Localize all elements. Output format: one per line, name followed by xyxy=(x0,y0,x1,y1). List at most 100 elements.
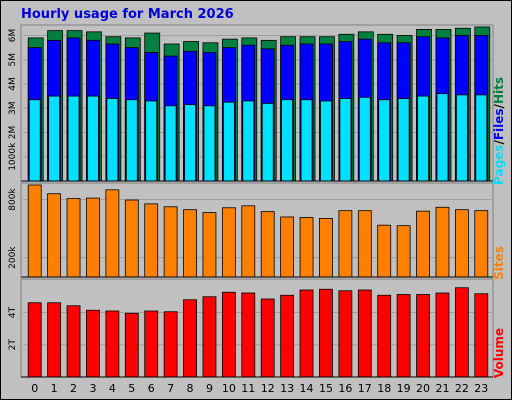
bar-volume xyxy=(183,299,197,378)
bar-sites xyxy=(86,197,100,278)
files-legend: Files xyxy=(492,108,506,140)
bar-pages xyxy=(417,95,429,182)
side-label: Volume xyxy=(492,328,506,378)
bar-sites xyxy=(202,212,217,278)
bar-pages xyxy=(281,99,294,182)
y-tick-label: 5M xyxy=(8,53,18,67)
y-tick-label: 4T xyxy=(8,306,18,318)
volume-legend: Volume xyxy=(492,328,506,378)
bar-sites xyxy=(435,206,450,278)
bar-pages xyxy=(203,105,216,182)
bar-pages xyxy=(28,99,41,182)
bar-volume xyxy=(416,294,430,378)
bar-sites xyxy=(454,209,469,278)
x-tick-label: 3 xyxy=(89,382,96,395)
bar-pages xyxy=(242,100,255,182)
x-tick-label: 5 xyxy=(128,382,135,395)
x-tick-label: 20 xyxy=(416,382,430,395)
y-tick-label: 1000k xyxy=(8,142,18,171)
bar-pages xyxy=(145,100,158,182)
legend-separator: / xyxy=(492,140,506,145)
panel-volume: 2T 4T xyxy=(8,278,494,378)
x-tick-label: 0 xyxy=(31,382,38,395)
bar-volume xyxy=(124,312,139,378)
bar-sites xyxy=(27,184,42,278)
y-tick-label: 3M xyxy=(8,101,18,115)
bar-volume xyxy=(221,291,236,378)
bar-pages xyxy=(184,104,196,182)
bar-volume xyxy=(86,309,100,378)
bar-volume xyxy=(105,310,120,378)
x-tick-label: 16 xyxy=(338,382,352,395)
bar-pages xyxy=(67,95,80,182)
chart-title: Hourly usage for March 2026 xyxy=(21,7,234,22)
x-tick-label: 1 xyxy=(51,382,58,395)
x-tick-label: 11 xyxy=(241,382,255,395)
y-tick-label: 4M xyxy=(8,77,18,91)
bar-volume xyxy=(299,289,314,378)
bar-volume xyxy=(377,294,392,378)
pages-legend: Pages xyxy=(492,145,506,185)
y-tick-label: 2T xyxy=(8,339,18,351)
bar-sites xyxy=(260,211,275,278)
bar-sites xyxy=(396,225,411,278)
bar-volume xyxy=(396,294,411,378)
bar-pages xyxy=(378,99,391,182)
bar-volume xyxy=(319,288,333,378)
bar-pages xyxy=(436,93,449,182)
bar-volume xyxy=(474,293,489,378)
bar-sites xyxy=(221,207,236,278)
bar-volume xyxy=(241,292,256,378)
bar-pages xyxy=(475,94,488,182)
x-tick-label: 17 xyxy=(358,382,372,395)
x-tick-label: 22 xyxy=(455,382,469,395)
bar-sites xyxy=(377,224,392,278)
panel-hits-files-pages: 1000k 2M 3M 4M 5M 6M xyxy=(8,24,494,182)
bar-sites xyxy=(47,193,62,278)
bar-sites xyxy=(163,206,178,278)
bar-volume xyxy=(163,311,178,378)
bar-sites xyxy=(338,210,353,278)
bar-pages xyxy=(106,98,119,182)
bar-sites xyxy=(474,210,489,278)
x-tick-label: 19 xyxy=(397,382,411,395)
x-tick-label: 23 xyxy=(474,382,488,395)
bar-pages xyxy=(125,99,138,182)
x-tick-label: 6 xyxy=(148,382,155,395)
x-tick-label: 7 xyxy=(167,382,174,395)
bar-sites xyxy=(144,203,159,278)
x-tick-label: 2 xyxy=(70,382,77,395)
bar-pages xyxy=(222,101,235,182)
bar-pages xyxy=(300,99,313,182)
bar-volume xyxy=(454,287,469,378)
bar-pages xyxy=(48,95,61,182)
bar-volume xyxy=(280,294,295,378)
bar-volume xyxy=(144,310,159,378)
bar-pages xyxy=(87,95,99,182)
bar-pages xyxy=(320,100,332,182)
bar-sites xyxy=(241,205,256,278)
bar-volume xyxy=(260,298,275,378)
bar-pages xyxy=(358,96,371,182)
bar-volume xyxy=(338,290,353,378)
x-tick-label: 12 xyxy=(261,382,275,395)
y-tick-label: 6M xyxy=(8,29,18,43)
bar-pages xyxy=(339,98,352,182)
x-tick-label: 14 xyxy=(300,382,314,395)
y-tick-label: 2M xyxy=(8,126,18,140)
x-tick-label: 8 xyxy=(187,382,194,395)
panel-sites: 200k 800k xyxy=(8,182,494,278)
x-tick-label: 21 xyxy=(435,382,449,395)
x-tick-label: 4 xyxy=(109,382,116,395)
bar-sites xyxy=(357,210,372,278)
bar-pages xyxy=(164,105,177,182)
bar-pages xyxy=(455,94,468,182)
x-tick-label: 9 xyxy=(206,382,213,395)
side-label: Sites xyxy=(492,246,506,280)
bar-sites xyxy=(319,218,333,278)
legend-separator: / xyxy=(492,103,506,108)
bar-volume xyxy=(202,296,217,378)
hits-legend: Hits xyxy=(492,77,506,104)
y-tick-label: 200k xyxy=(8,246,18,269)
x-tick-label: 13 xyxy=(280,382,294,395)
